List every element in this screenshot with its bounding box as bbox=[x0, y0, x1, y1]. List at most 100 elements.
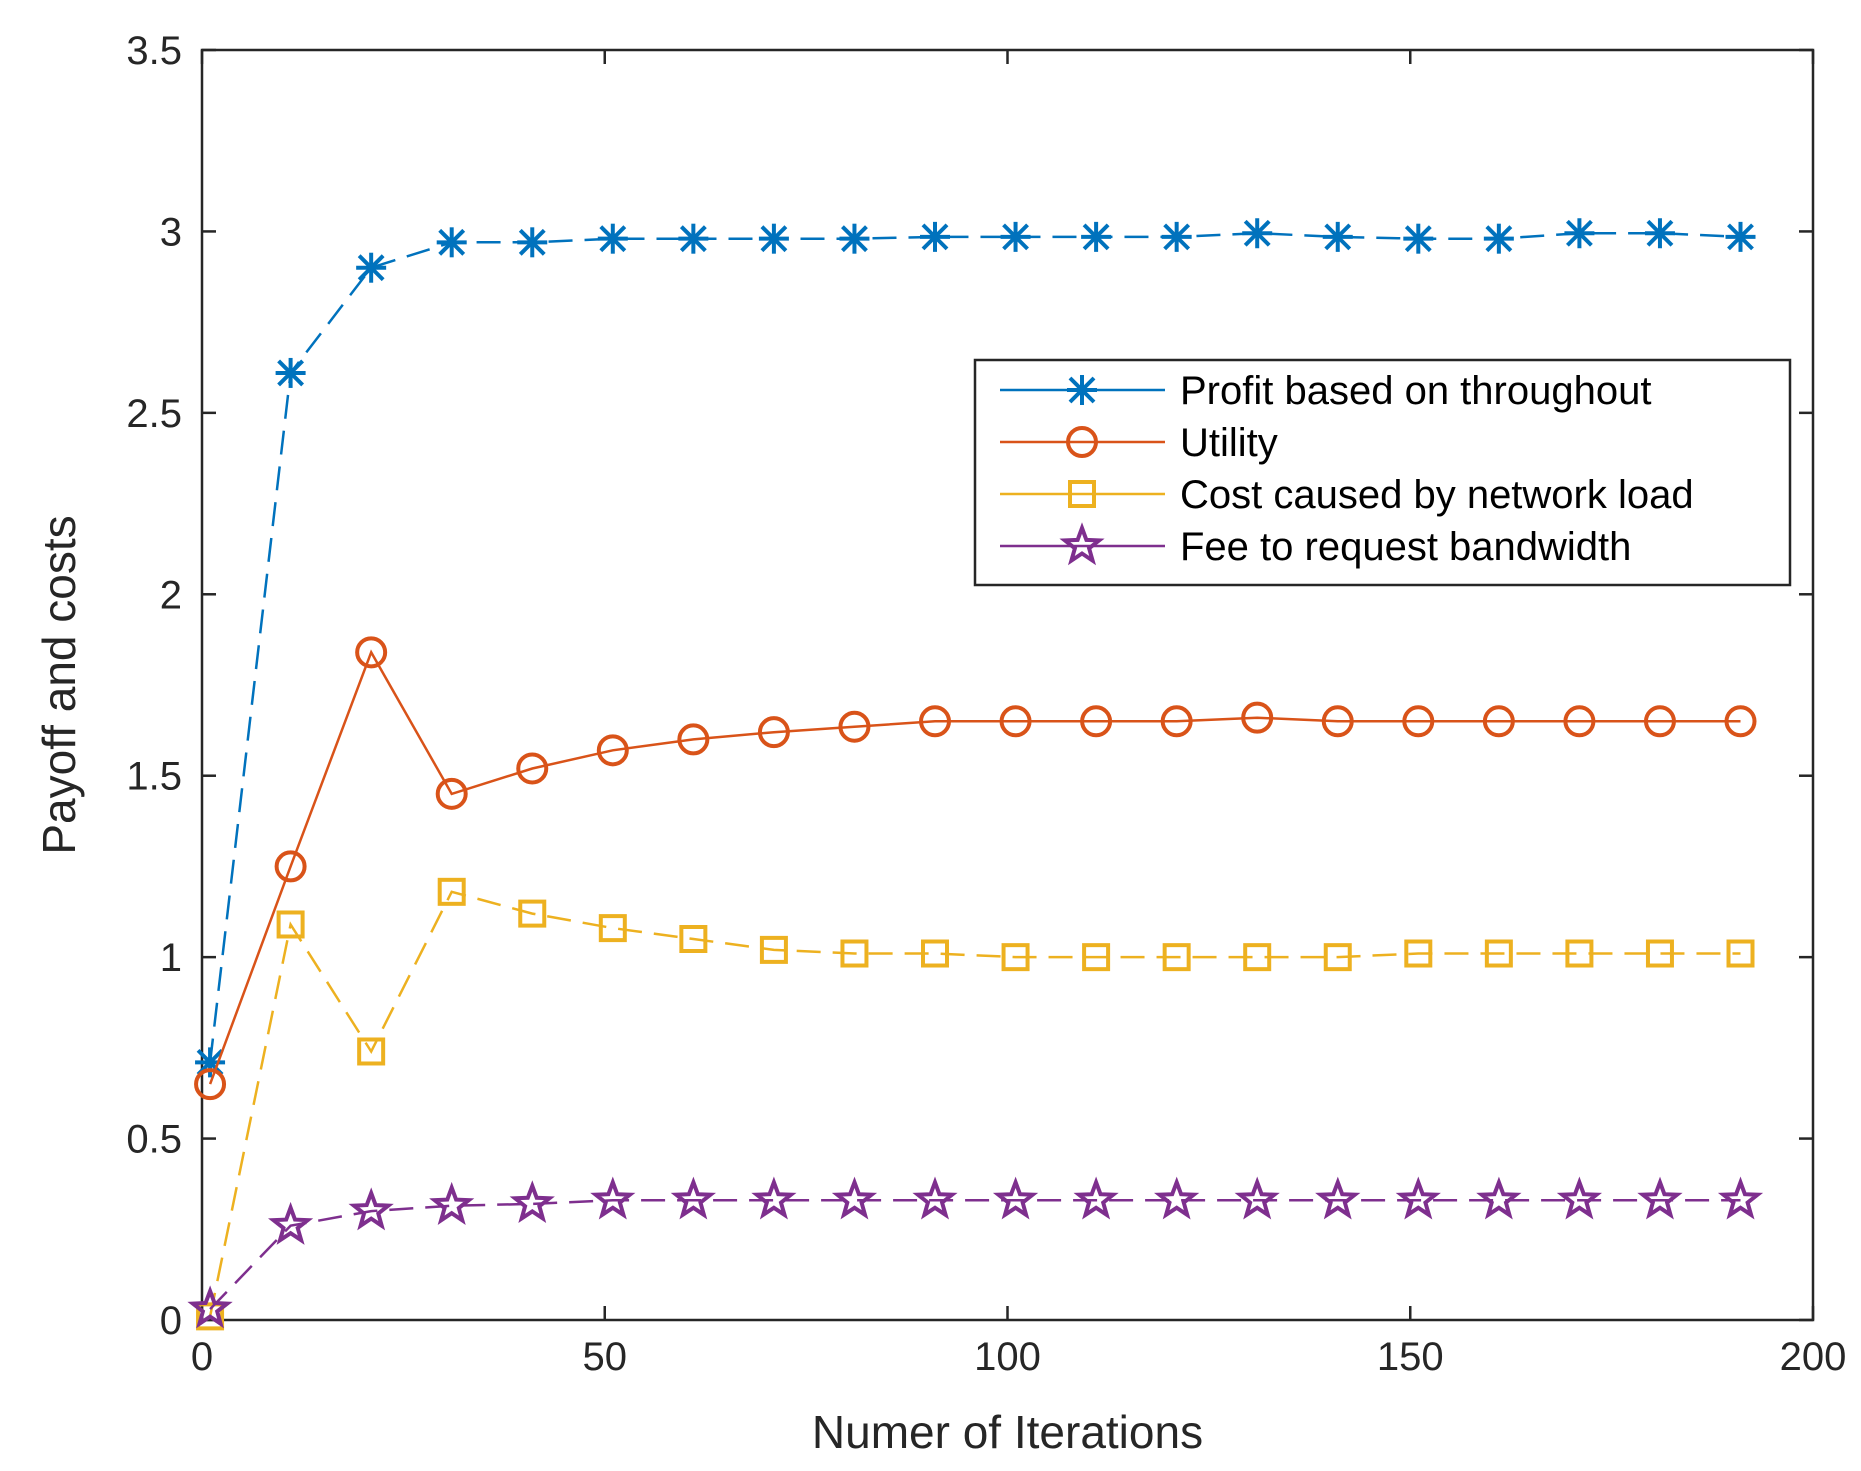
series-profit bbox=[195, 218, 1756, 1078]
legend-marker-utility bbox=[1066, 426, 1098, 458]
legend-marker-profit-stroke bbox=[1068, 376, 1096, 404]
legend-marker-fee bbox=[1059, 522, 1105, 566]
data-point-cost bbox=[1404, 939, 1433, 968]
data-point-utility bbox=[1563, 705, 1596, 738]
x-tick-label: 100 bbox=[974, 1335, 1041, 1379]
data-point-fee bbox=[751, 1176, 797, 1220]
legend-label-profit: Profit based on throughout bbox=[1180, 369, 1651, 413]
data-point-utility bbox=[1080, 705, 1113, 738]
data-point-profit bbox=[1483, 223, 1514, 254]
data-point-fee bbox=[429, 1181, 475, 1225]
plot-area: 0 50 100 150 200 0 0.5 1 1.5 2 2.5 3 3.5 bbox=[126, 29, 1846, 1379]
data-point-utility bbox=[1160, 705, 1193, 738]
data-point-utility bbox=[1482, 705, 1515, 738]
data-point-fee bbox=[1073, 1176, 1119, 1220]
data-point-cost bbox=[1484, 939, 1513, 968]
legend-label-cost: Cost caused by network load bbox=[1180, 473, 1694, 517]
y-tick-label: 1 bbox=[160, 936, 182, 980]
data-point-cost bbox=[598, 914, 627, 943]
series-cost bbox=[196, 877, 1755, 1331]
data-point-profit-stroke bbox=[1485, 225, 1513, 253]
data-point-utility bbox=[596, 734, 629, 767]
data-point-profit bbox=[356, 252, 387, 283]
data-point-profit bbox=[1564, 218, 1595, 249]
data-point-fee bbox=[1637, 1176, 1683, 1220]
data-point-fee bbox=[187, 1285, 233, 1329]
series-utility bbox=[194, 636, 1757, 1101]
data-point-profit bbox=[1725, 221, 1756, 252]
data-point-profit-stroke bbox=[1404, 225, 1432, 253]
data-point-profit-stroke bbox=[357, 254, 385, 282]
data-point-profit bbox=[920, 221, 951, 252]
legend-marker-profit bbox=[1067, 375, 1097, 405]
data-point-profit-stroke bbox=[760, 225, 788, 253]
data-point-profit bbox=[1403, 223, 1434, 254]
data-point-cost bbox=[1645, 939, 1674, 968]
data-point-fee bbox=[1717, 1176, 1764, 1220]
data-point-profit-stroke bbox=[1002, 223, 1029, 251]
data-point-profit bbox=[1081, 221, 1112, 252]
legend-marker-cost bbox=[1068, 480, 1096, 508]
data-point-fee bbox=[1395, 1176, 1441, 1220]
data-point-cost bbox=[276, 910, 305, 939]
data-point-profit-stroke bbox=[1646, 219, 1674, 247]
data-point-cost bbox=[1565, 939, 1594, 968]
data-point-utility bbox=[1321, 705, 1354, 738]
data-point-profit bbox=[1322, 221, 1353, 252]
data-point-profit bbox=[517, 227, 548, 258]
data-point-profit bbox=[678, 223, 709, 254]
data-point-profit bbox=[597, 223, 628, 254]
y-tick-label: 2 bbox=[160, 573, 182, 617]
data-point-profit bbox=[1000, 221, 1031, 252]
data-point-cost bbox=[840, 939, 869, 968]
x-tick-label: 150 bbox=[1377, 1335, 1444, 1379]
data-point-cost bbox=[518, 899, 547, 928]
data-point-cost bbox=[1243, 943, 1272, 972]
data-point-utility bbox=[274, 850, 307, 883]
data-point-fee bbox=[1556, 1176, 1602, 1220]
data-point-fee bbox=[590, 1176, 636, 1220]
legend-label-utility: Utility bbox=[1180, 421, 1278, 465]
data-point-profit bbox=[275, 357, 306, 388]
data-point-profit bbox=[436, 227, 467, 258]
legend-label-fee: Fee to request bandwidth bbox=[1180, 525, 1631, 569]
data-point-profit bbox=[1242, 218, 1273, 249]
series-fee bbox=[187, 1176, 1764, 1329]
data-point-profit-stroke bbox=[679, 225, 707, 253]
data-point-cost bbox=[1162, 943, 1191, 972]
data-point-profit-stroke bbox=[1243, 219, 1271, 247]
y-axis-title: Payoff and costs bbox=[33, 515, 85, 854]
y-tick-label: 0 bbox=[160, 1299, 182, 1343]
data-point-cost bbox=[437, 877, 466, 906]
y-tick-label: 1.5 bbox=[126, 755, 182, 799]
legend-box bbox=[973, 358, 1792, 587]
data-point-fee bbox=[831, 1176, 878, 1220]
data-point-utility bbox=[516, 752, 549, 785]
x-tick-label: 0 bbox=[191, 1335, 213, 1379]
data-point-fee bbox=[268, 1201, 314, 1245]
data-point-fee bbox=[1234, 1176, 1280, 1220]
data-point-profit-stroke bbox=[1163, 223, 1191, 251]
data-point-cost bbox=[357, 1037, 386, 1066]
data-point-utility bbox=[194, 1068, 227, 1101]
data-point-utility bbox=[919, 705, 952, 738]
data-point-utility bbox=[1241, 701, 1274, 734]
y-tick-label: 3.5 bbox=[126, 29, 182, 73]
data-point-fee bbox=[509, 1180, 555, 1224]
data-point-fee bbox=[348, 1187, 394, 1231]
data-point-profit-stroke bbox=[277, 359, 305, 387]
data-point-profit-stroke bbox=[841, 225, 868, 253]
data-point-profit bbox=[758, 223, 789, 254]
data-point-cost bbox=[196, 1302, 225, 1331]
data-point-cost bbox=[921, 939, 950, 968]
data-point-utility bbox=[677, 723, 710, 756]
data-point-utility bbox=[355, 636, 388, 669]
data-point-profit-stroke bbox=[1082, 223, 1110, 251]
legend: Profit based on throughout Utility Cost … bbox=[973, 358, 1792, 587]
y-tick-label: 3 bbox=[160, 210, 182, 254]
data-point-profit-stroke bbox=[1727, 223, 1754, 251]
data-point-utility bbox=[757, 716, 790, 749]
data-point-profit-stroke bbox=[1324, 223, 1352, 251]
data-point-profit bbox=[1644, 218, 1675, 249]
data-point-cost bbox=[679, 925, 708, 953]
